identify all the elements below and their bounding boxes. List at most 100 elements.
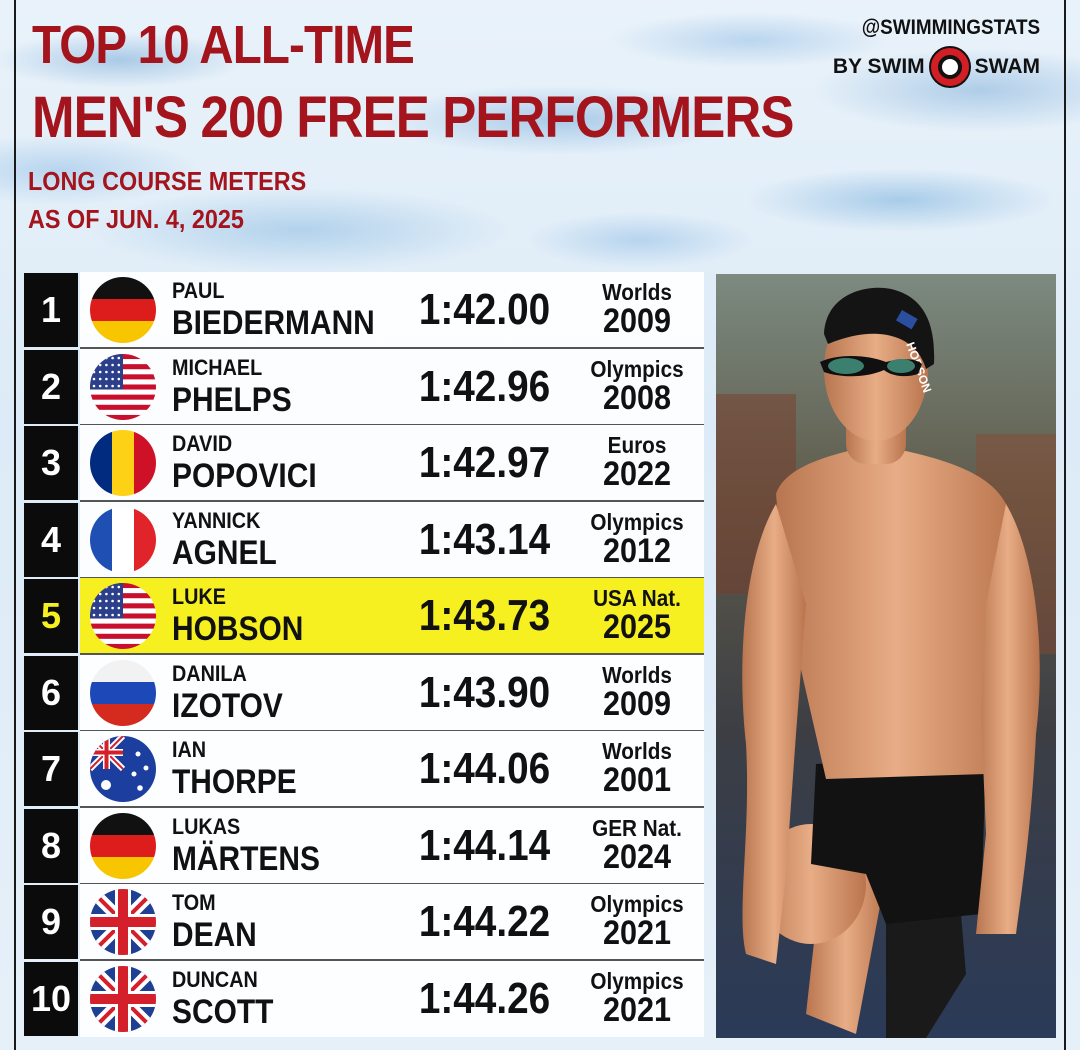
meet-name: Olympics (590, 967, 684, 994)
rank-number: 9 (24, 885, 78, 960)
last-name: HOBSON (172, 610, 304, 649)
swim-time: 1:44.06 (418, 744, 551, 794)
meet-year: 2008 (602, 378, 672, 417)
swimmer-name: DANILA IZOTOV (172, 662, 392, 725)
subtitle-date: AS OF JUN. 4, 2025 (28, 204, 244, 234)
meet-info: Olympics 2021 (577, 892, 697, 952)
meet-info: GER Nat. 2024 (577, 816, 697, 876)
swimmer-name: TOM DEAN (172, 890, 392, 955)
rank-number: 8 (24, 808, 78, 883)
meet-name: Worlds (602, 279, 672, 306)
swim-time: 1:43.90 (418, 667, 551, 717)
meet-year: 2001 (602, 761, 672, 800)
meet-year: 2025 (602, 608, 672, 647)
row-body: LUKE HOBSON 1:43.73 USA Nat. 2025 (80, 578, 704, 655)
swimmer-name: PAUL BIEDERMANN (172, 280, 392, 343)
meet-info: Worlds 2009 (577, 663, 697, 723)
row-body: YANNICK AGNEL 1:43.14 Olympics 2012 (80, 501, 704, 578)
table-row: 7 IAN THORPE 1:44.06 Worlds 2001 (24, 731, 704, 808)
rank-number: 7 (24, 732, 78, 807)
row-body: LUKAS MÄRTENS 1:44.14 GER Nat. 2024 (80, 807, 704, 884)
last-name: IZOTOV (172, 686, 283, 725)
meet-name: Olympics (590, 891, 684, 918)
row-body: PAUL BIEDERMANN 1:42.00 Worlds 2009 (80, 272, 704, 349)
swim-time: 1:43.73 (418, 591, 551, 641)
russia-flag-icon (90, 659, 156, 726)
first-name: IAN (172, 737, 207, 763)
meet-info: Worlds 2001 (577, 739, 697, 799)
meet-info: Olympics 2008 (577, 357, 697, 417)
meet-info: Euros 2022 (577, 433, 697, 493)
uk-flag-icon (90, 965, 156, 1032)
row-body: DUNCAN SCOTT 1:44.26 Olympics 2021 (80, 960, 704, 1037)
meet-year: 2024 (602, 837, 672, 876)
romania-flag-icon (90, 430, 156, 497)
table-row: 10 DUNCAN SCOTT 1:44.26 Olympics 2021 (24, 960, 704, 1037)
meet-info: Olympics 2012 (577, 510, 697, 570)
swim-time: 1:42.96 (418, 361, 551, 411)
swim-time: 1:42.00 (418, 285, 551, 335)
first-name: DUNCAN (172, 966, 258, 992)
last-name: BIEDERMANN (172, 304, 375, 343)
rank-number: 5 (24, 579, 78, 654)
rank-number: 10 (24, 961, 78, 1036)
table-row: 2 MICHAEL PHELPS 1:42.96 Olympics 2008 (24, 348, 704, 425)
australia-flag-icon (90, 736, 156, 803)
last-name: SCOTT (172, 992, 274, 1031)
swimmer-photo: HOBSON (716, 274, 1056, 1038)
meet-name: Olympics (590, 508, 684, 535)
row-body: DAVID POPOVICI 1:42.97 Euros 2022 (80, 425, 704, 502)
meet-year: 2021 (602, 914, 672, 953)
swim-time: 1:44.26 (418, 973, 551, 1023)
first-name: LUKE (172, 584, 226, 610)
usa-flag-icon (90, 583, 156, 650)
row-body: TOM DEAN 1:44.22 Olympics 2021 (80, 884, 704, 961)
last-name: DEAN (172, 916, 257, 955)
table-row: 1 PAUL BIEDERMANN 1:42.00 Worlds 2009 (24, 272, 704, 349)
swimmer-name: MICHAEL PHELPS (172, 356, 392, 419)
brand-handle: @SWIMMINGSTATS (861, 16, 1040, 39)
swimmer-name: DUNCAN SCOTT (172, 966, 392, 1031)
meet-year: 2012 (602, 531, 672, 570)
table-row: 5 LUKE HOBSON 1:43.73 USA Nat. 2025 (24, 578, 704, 655)
last-name: PHELPS (172, 380, 292, 419)
meet-name: USA Nat. (593, 585, 681, 612)
meet-year: 2009 (602, 302, 672, 341)
meet-year: 2009 (602, 684, 672, 723)
france-flag-icon (90, 506, 156, 573)
swim-time: 1:44.14 (418, 820, 551, 870)
swimmer-name: IAN THORPE (172, 737, 392, 800)
swimmer-name: YANNICK AGNEL (172, 507, 392, 572)
first-name: LUKAS (172, 813, 241, 839)
meet-name: Worlds (602, 661, 672, 688)
swimmer-name: LUKE HOBSON (172, 584, 392, 649)
meet-name: GER Nat. (592, 814, 682, 841)
germany-flag-icon (90, 812, 156, 879)
rank-number: 1 (24, 273, 78, 348)
meet-name: Olympics (590, 355, 684, 382)
swimswam-logo-icon (928, 46, 971, 88)
swimmer-name: LUKAS MÄRTENS (172, 813, 392, 876)
usa-flag-icon (90, 353, 156, 420)
first-name: YANNICK (172, 507, 261, 533)
table-row: 6 DANILA IZOTOV 1:43.90 Worlds 2009 (24, 654, 704, 731)
title-line-2: MEN'S 200 FREE PERFORMERS (32, 85, 794, 150)
first-name: TOM (172, 890, 216, 916)
brand-swam: SWAM (974, 55, 1040, 78)
swimmer-name: DAVID POPOVICI (172, 433, 392, 496)
last-name: AGNEL (172, 533, 277, 572)
swim-time: 1:42.97 (418, 438, 551, 488)
rank-number: 3 (24, 426, 78, 501)
last-name: POPOVICI (172, 457, 317, 496)
swim-time: 1:44.22 (418, 897, 551, 947)
meet-year: 2022 (602, 455, 672, 494)
swimmer-illustration: HOBSON (716, 274, 1056, 1038)
meet-year: 2021 (602, 990, 672, 1029)
rankings-table: 1 PAUL BIEDERMANN 1:42.00 Worlds 2009 2 MICHAEL… (24, 272, 704, 1037)
meet-name: Worlds (602, 738, 672, 765)
row-body: MICHAEL PHELPS 1:42.96 Olympics 2008 (80, 348, 704, 425)
meet-name: Euros (607, 432, 667, 459)
brand-by-swim: BY SWIM (832, 55, 925, 78)
germany-flag-icon (90, 277, 156, 344)
meet-info: Olympics 2021 (577, 969, 697, 1029)
